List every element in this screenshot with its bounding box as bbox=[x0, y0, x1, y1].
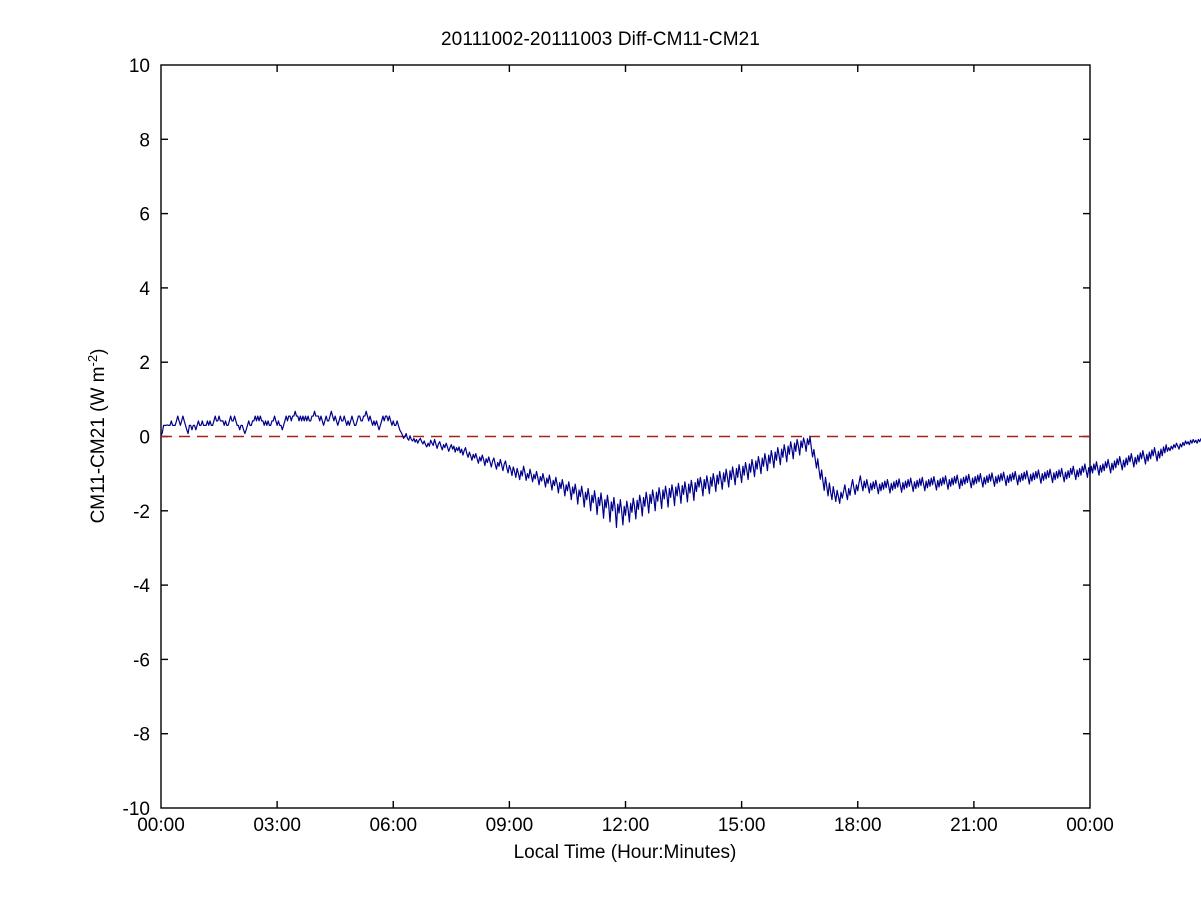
x-axis-ticks bbox=[276, 65, 975, 808]
y-tick-labels: -10 -8 -6 -4 -2 0 2 4 6 8 10 bbox=[123, 56, 151, 820]
y-axis-title-superscript: -2 bbox=[85, 355, 100, 367]
y-axis-title-main: CM11-CM21 (W m bbox=[88, 366, 109, 523]
axes-frame bbox=[160, 64, 1091, 809]
y-tick-label: -4 bbox=[133, 576, 150, 597]
y-axis-title: CM11-CM21 (W m-2) bbox=[85, 349, 109, 524]
x-tick-label: 03:00 bbox=[253, 815, 301, 836]
x-tick-label: 21:00 bbox=[950, 815, 998, 836]
x-tick-label: 06:00 bbox=[369, 815, 417, 836]
x-tick-label: 09:00 bbox=[486, 815, 534, 836]
y-tick-label: 10 bbox=[129, 56, 150, 77]
y-axis-ticks bbox=[161, 138, 1090, 735]
y-tick-label: 6 bbox=[139, 205, 150, 226]
y-tick-label: 2 bbox=[139, 353, 150, 374]
page-title: 20111002-20111003 Diff-CM11-CM21 bbox=[440, 29, 760, 50]
x-tick-label: 15:00 bbox=[718, 815, 766, 836]
y-tick-label: 4 bbox=[139, 279, 150, 300]
y-tick-label: 8 bbox=[139, 130, 150, 151]
data-series-line bbox=[160, 410, 1201, 529]
y-tick-label: 0 bbox=[139, 428, 150, 449]
axis-titles: Local Time (Hour:Minutes) CM11-CM21 (W m… bbox=[85, 349, 736, 863]
series-polyline bbox=[160, 410, 1201, 529]
x-tick-label: 00:00 bbox=[137, 815, 185, 836]
x-tick-label: 18:00 bbox=[834, 815, 882, 836]
y-axis-title-tail: ) bbox=[88, 349, 109, 355]
x-tick-label: 12:00 bbox=[602, 815, 650, 836]
y-tick-label: -6 bbox=[133, 650, 150, 671]
y-tick-label: -2 bbox=[133, 502, 150, 523]
y-tick-label: -10 bbox=[123, 799, 150, 820]
y-tick-label: -8 bbox=[133, 725, 150, 746]
x-tick-labels: 00:00 03:00 06:00 09:00 12:00 15:00 18:00 21:00… bbox=[137, 815, 1114, 836]
x-axis-title: Local Time (Hour:Minutes) bbox=[514, 842, 737, 863]
x-tick-label: 00:00 bbox=[1066, 815, 1114, 836]
